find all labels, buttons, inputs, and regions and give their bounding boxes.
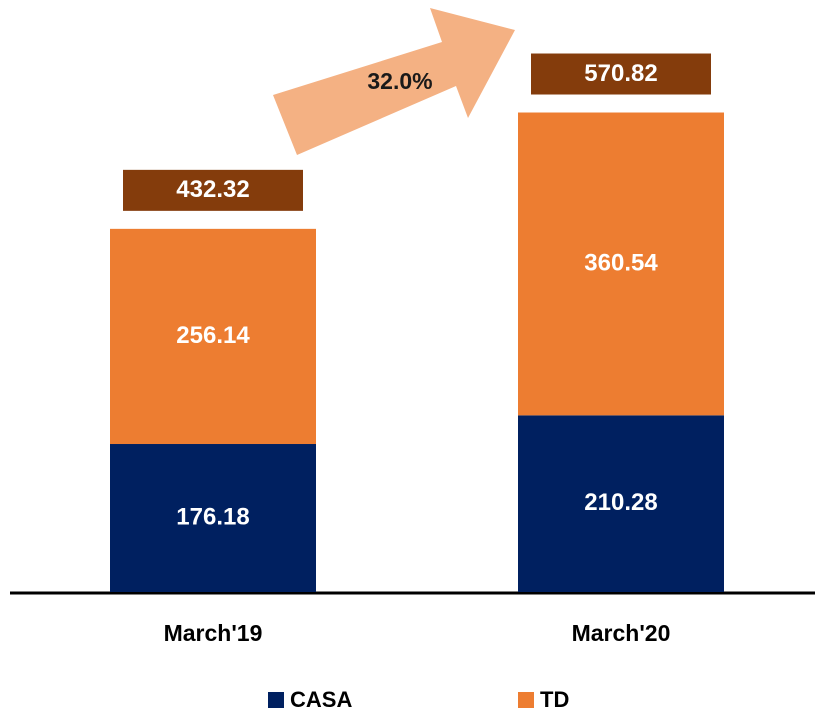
total-box	[123, 169, 303, 211]
value-label: 360.54	[584, 249, 658, 276]
bar-segment	[518, 112, 724, 416]
total-box	[531, 53, 711, 95]
bar-segment	[518, 415, 724, 592]
value-label: 176.18	[176, 503, 249, 530]
x-tick-label: March'19	[164, 620, 263, 646]
growth-annotation: 32.0%	[367, 68, 432, 94]
value-label: 210.28	[584, 489, 657, 516]
bar-segment	[110, 444, 316, 592]
legend-swatch	[518, 692, 534, 708]
legend-swatch	[268, 692, 284, 708]
bar-segment	[110, 228, 316, 445]
total-label: 570.82	[584, 60, 657, 87]
legend-label: TD	[540, 687, 569, 712]
total-label: 432.32	[176, 176, 249, 203]
value-label: 256.14	[176, 322, 250, 349]
legend-label: CASA	[290, 687, 352, 712]
x-tick-label: March'20	[572, 620, 671, 646]
growth-arrow	[273, 8, 515, 155]
